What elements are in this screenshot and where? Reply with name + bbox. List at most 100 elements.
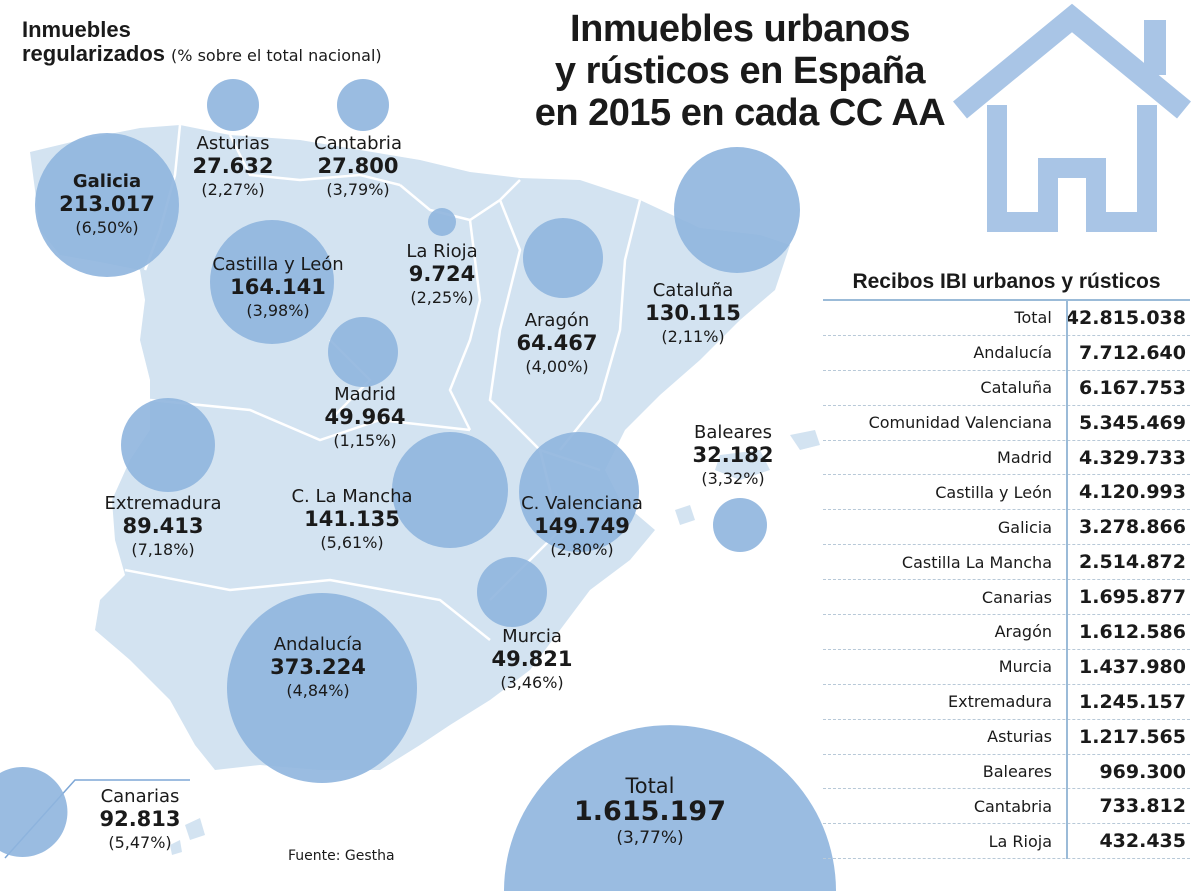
region-pct: (4,84%) — [286, 681, 350, 700]
bubble-extremadura — [121, 398, 215, 492]
row-value: 7.712.640 — [1079, 341, 1186, 364]
bubble-valenciana — [519, 432, 639, 552]
bubble-castilla-la-mancha — [392, 432, 508, 548]
label-baleares: Baleares 32.182 (3,32%) — [633, 421, 833, 490]
region-value: 149.749 — [534, 514, 630, 538]
table-row: Aragón 1.612.586 — [823, 615, 1190, 650]
source-note: Fuente: Gestha — [288, 848, 395, 864]
region-value: 130.115 — [645, 301, 741, 325]
label-extremadura: Extremadura 89.413 (7,18%) — [63, 492, 263, 561]
bubbles — [0, 79, 836, 891]
page-title: Inmuebles urbanos y rústicos en España e… — [520, 8, 960, 134]
bubble-baleares — [713, 498, 767, 552]
label-galicia: Galicia 213.017 (6,50%) — [7, 170, 207, 239]
label-murcia: Murcia 49.821 (3,46%) — [432, 625, 632, 694]
table-row: Murcia 1.437.980 — [823, 650, 1190, 685]
row-label: Cantabria — [973, 796, 1052, 816]
table-title: Recibos IBI urbanos y rústicos — [823, 268, 1190, 301]
region-pct: (2,25%) — [410, 288, 474, 307]
region-name: C. La Mancha — [291, 486, 413, 507]
region-value: 9.724 — [408, 262, 476, 286]
bubble-madrid — [328, 317, 398, 387]
table-row: Cataluña 6.167.753 — [823, 371, 1190, 406]
row-value: 1.437.980 — [1079, 655, 1186, 678]
row-value: 2.514.872 — [1079, 551, 1186, 574]
region-name: La Rioja — [406, 241, 478, 262]
bubble-aragon — [523, 218, 603, 298]
table-row: Canarias 1.695.877 — [823, 580, 1190, 616]
label-castilla-y-leon: Castilla y León 164.141 (3,98%) — [178, 253, 378, 322]
table-row: Comunidad Valenciana 5.345.469 — [823, 406, 1190, 441]
row-label: Galicia — [997, 517, 1052, 537]
row-value: 432.435 — [1099, 830, 1186, 853]
region-value: 373.224 — [270, 655, 366, 679]
region-pct: (1,15%) — [333, 431, 397, 450]
bubble-cantabria — [337, 79, 389, 131]
bubble-galicia — [35, 133, 179, 277]
bubble-la-rioja — [428, 208, 456, 236]
region-pct: (3,98%) — [246, 301, 310, 320]
region-pct: (7,18%) — [131, 540, 195, 559]
region-value: 49.821 — [491, 647, 573, 671]
row-label: Murcia — [998, 657, 1052, 677]
region-pct: (5,61%) — [320, 533, 384, 552]
row-value: 4.329.733 — [1079, 446, 1186, 469]
region-pct: (6,50%) — [75, 218, 139, 237]
subtitle-line1: Inmuebles — [22, 17, 131, 42]
region-pct: (3,32%) — [701, 469, 765, 488]
title-line3: en 2015 en cada CC AA — [534, 92, 946, 134]
table-row: La Rioja 432.435 — [823, 824, 1190, 860]
region-name: Madrid — [334, 384, 396, 405]
house-icon — [953, 3, 1191, 232]
row-value: 1.217.565 — [1079, 725, 1186, 748]
bubble-andalucia — [227, 593, 417, 783]
table-row: Andalucía 7.712.640 — [823, 336, 1190, 371]
table-row: Total 42.815.038 — [823, 301, 1190, 336]
row-value: 5.345.469 — [1079, 411, 1186, 434]
map-subtitle: Inmuebles regularizados (% sobre el total… — [22, 18, 382, 68]
row-label: Aragón — [994, 622, 1052, 642]
label-andalucia: Andalucía 373.224 (4,84%) — [218, 633, 418, 702]
table-row: Asturias 1.217.565 — [823, 720, 1190, 755]
table-row: Galicia 3.278.866 — [823, 510, 1190, 546]
row-label: Castilla La Mancha — [901, 552, 1052, 572]
region-value: 27.800 — [317, 154, 399, 178]
row-label: Extremadura — [948, 692, 1052, 712]
region-name: Murcia — [502, 626, 562, 647]
row-value: 733.812 — [1099, 795, 1186, 818]
row-value: 1.612.586 — [1079, 620, 1186, 643]
region-value: 141.135 — [304, 507, 400, 531]
row-label: La Rioja — [988, 831, 1052, 851]
row-value: 42.815.038 — [1065, 306, 1186, 329]
bubble-murcia — [477, 557, 547, 627]
table-row: Baleares 969.300 — [823, 755, 1190, 790]
region-value: 27.632 — [192, 154, 274, 178]
row-value: 969.300 — [1099, 760, 1186, 783]
label-la-rioja: La Rioja 9.724 (2,25%) — [342, 240, 542, 309]
region-name: Aragón — [524, 310, 590, 331]
table-row: Castilla y León 4.120.993 — [823, 475, 1190, 511]
row-label: Baleares — [982, 762, 1052, 782]
bubble-castilla-y-leon — [210, 220, 334, 344]
region-pct: (2,11%) — [661, 327, 725, 346]
total-name: Total — [625, 774, 675, 798]
title-line2: y rústicos en España — [554, 50, 926, 92]
balearic-islands — [675, 430, 820, 525]
region-name: Galicia — [72, 171, 142, 192]
label-castilla-la-mancha: C. La Mancha 141.135 (5,61%) — [252, 485, 452, 554]
region-pct: (2,27%) — [201, 180, 265, 199]
label-asturias: Asturias 27.632 (2,27%) — [133, 132, 333, 201]
row-value: 4.120.993 — [1079, 481, 1186, 504]
region-value: 164.141 — [230, 275, 326, 299]
region-value: 49.964 — [324, 405, 406, 429]
region-value: 64.467 — [516, 331, 598, 355]
region-name: Castilla y León — [212, 254, 344, 275]
table-row: Cantabria 733.812 — [823, 789, 1190, 825]
row-value: 1.245.157 — [1079, 690, 1186, 713]
subtitle-line2: regularizados — [22, 41, 166, 66]
label-madrid: Madrid 49.964 (1,15%) — [265, 383, 465, 452]
region-pct: (2,80%) — [550, 540, 614, 559]
region-value: 32.182 — [692, 443, 774, 467]
ibi-table: Recibos IBI urbanos y rústicos Total 42.8… — [823, 268, 1190, 860]
